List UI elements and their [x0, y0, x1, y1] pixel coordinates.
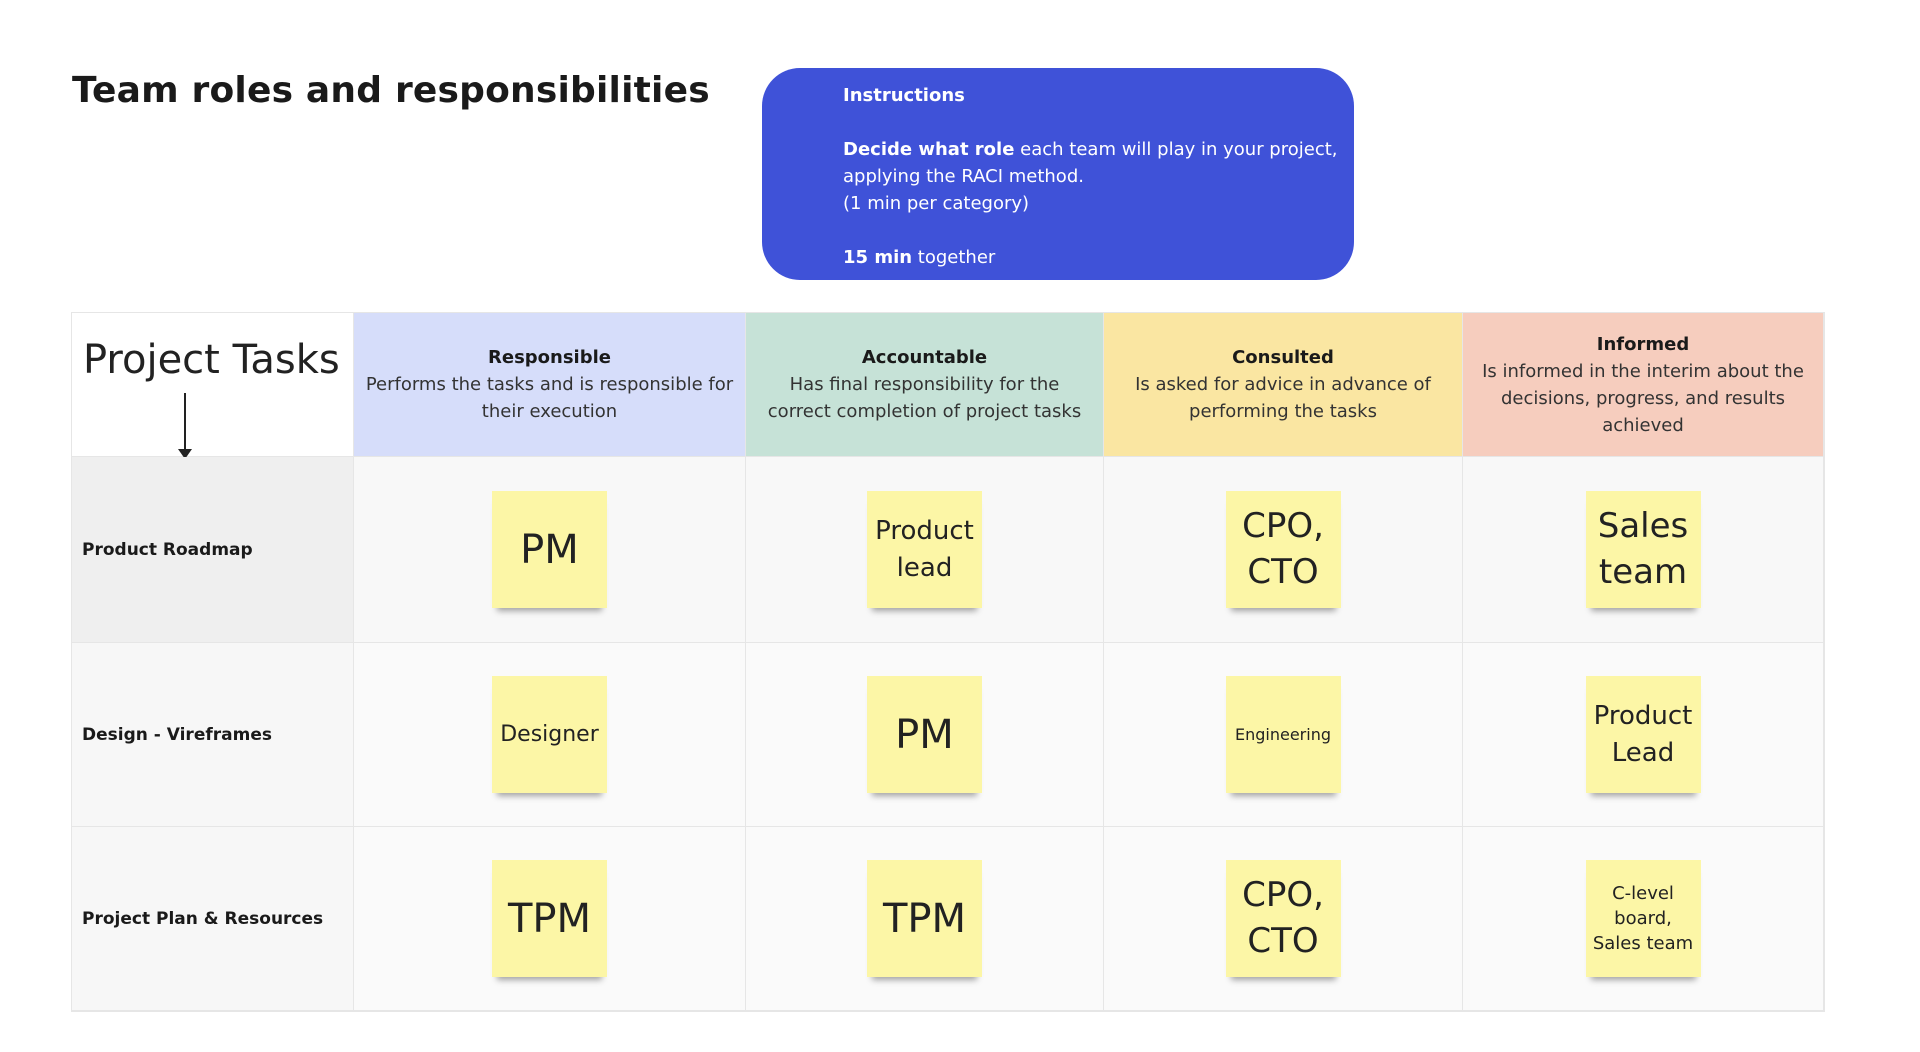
- column-description: Is asked for advice in advance of perfor…: [1135, 374, 1431, 422]
- instructions-text: each team will play in your project,: [1014, 139, 1338, 160]
- instructions-line-2: applying the RACI method.: [843, 166, 1084, 187]
- arrow-down-icon: [178, 393, 192, 459]
- instructions-line-3: (1 min per category): [843, 193, 1030, 214]
- column-title: Informed: [1596, 333, 1690, 355]
- raci-table: Project Tasks Responsible Performs the ta…: [71, 312, 1825, 1012]
- raci-cell: CPO, CTO: [1104, 457, 1463, 643]
- raci-cell: TPM: [354, 827, 746, 1011]
- instructions-line-1: Decide what role each team will play in …: [843, 136, 1354, 163]
- project-tasks-label: Project Tasks: [83, 337, 340, 383]
- sticky-note[interactable]: Sales team: [1585, 491, 1701, 608]
- task-label: Project Plan & Resources: [72, 827, 354, 1011]
- sticky-note[interactable]: Product lead: [867, 491, 982, 608]
- page-title: Team roles and responsibilities: [72, 70, 710, 111]
- task-label: Product Roadmap: [72, 457, 354, 643]
- raci-cell: Sales team: [1463, 457, 1824, 643]
- column-title: Consulted: [1232, 347, 1334, 368]
- task-label: Design - Vireframes: [72, 643, 354, 827]
- instructions-bold: 15 min: [843, 247, 913, 268]
- column-description: Has final responsibility for the correct…: [767, 374, 1082, 422]
- instructions-text: together: [912, 247, 996, 268]
- raci-cell: Designer: [354, 643, 746, 827]
- sticky-note[interactable]: TPM: [867, 860, 982, 977]
- column-header-responsible: Responsible Performs the tasks and is res…: [354, 313, 746, 457]
- sticky-note[interactable]: PM: [492, 491, 607, 608]
- column-header-accountable: Accountable Has final responsibility for …: [746, 313, 1104, 457]
- instructions-heading: Instructions: [843, 85, 965, 106]
- column-title: Accountable: [861, 347, 988, 368]
- raci-cell: Product Lead: [1463, 643, 1824, 827]
- sticky-note[interactable]: C-level board, Sales team: [1585, 860, 1701, 977]
- instructions-line-4: 15 min together: [843, 244, 1354, 271]
- raci-cell: C-level board, Sales team: [1463, 827, 1824, 1011]
- column-description: Performs the tasks and is responsible fo…: [365, 374, 734, 422]
- instructions-card: Instructions Decide what role each team …: [762, 68, 1354, 280]
- raci-cell: TPM: [746, 827, 1104, 1011]
- column-description: Is informed in the interim about the dec…: [1482, 360, 1804, 436]
- column-header-consulted: Consulted Is asked for advice in advance …: [1104, 313, 1463, 457]
- raci-cell: CPO, CTO: [1104, 827, 1463, 1011]
- raci-cell: PM: [746, 643, 1104, 827]
- sticky-note[interactable]: Designer: [492, 676, 607, 793]
- raci-cell: Engineering: [1104, 643, 1463, 827]
- instructions-bold: Decide what role: [843, 139, 1015, 160]
- column-header-informed: Informed Is informed in the interim about…: [1463, 313, 1824, 457]
- sticky-note[interactable]: TPM: [492, 860, 607, 977]
- corner-cell: Project Tasks: [72, 313, 354, 459]
- raci-cell: Product lead: [746, 457, 1104, 643]
- sticky-note[interactable]: Product Lead: [1585, 676, 1701, 793]
- sticky-note[interactable]: Engineering: [1225, 676, 1341, 793]
- raci-cell: PM: [354, 457, 746, 643]
- sticky-note[interactable]: PM: [867, 676, 982, 793]
- sticky-note[interactable]: CPO, CTO: [1225, 860, 1341, 977]
- sticky-note[interactable]: CPO, CTO: [1225, 491, 1341, 608]
- column-title: Responsible: [488, 347, 611, 368]
